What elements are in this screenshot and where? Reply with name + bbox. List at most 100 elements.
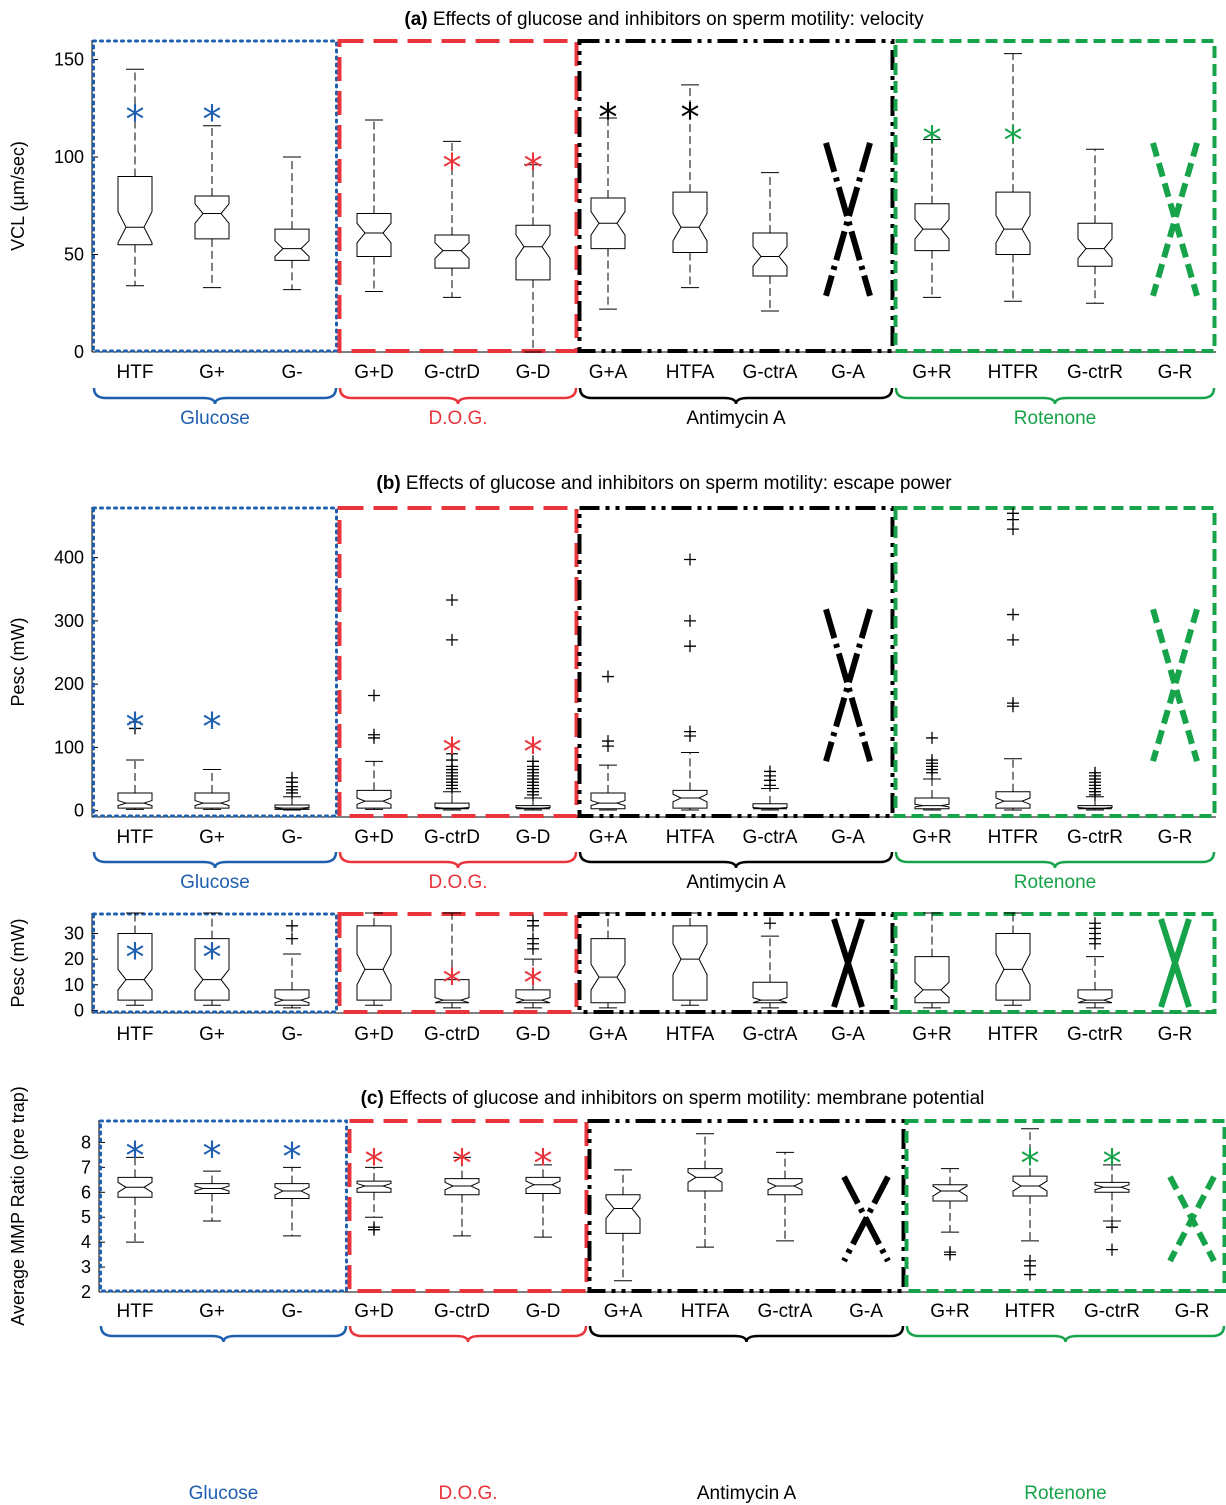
no-data-cross-line: [841, 1175, 891, 1263]
category-label: G-A: [831, 362, 865, 383]
group-brace: [894, 851, 1216, 869]
group-brace: [894, 387, 1216, 405]
category-label: HTF: [117, 827, 154, 848]
significance-star: *: [203, 705, 222, 749]
y-tick-label: 3: [81, 1257, 91, 1277]
group-brace: [338, 387, 578, 405]
notched-box: [752, 232, 788, 277]
category-label: G-: [281, 827, 302, 848]
group-label: Glucose: [180, 408, 250, 429]
y-tick-label: 8: [81, 1132, 91, 1152]
category-label: HTFR: [988, 362, 1039, 383]
significance-star: *: [1004, 119, 1023, 163]
no-data-cross-line: [1150, 608, 1200, 763]
category-label: HTFA: [681, 1301, 730, 1322]
no-data-cross-line: [823, 142, 873, 297]
group-label: Antimycin A: [697, 1483, 797, 1504]
y-tick-label: 50: [64, 245, 84, 265]
notched-box: [1077, 222, 1113, 267]
significance-star: *: [203, 97, 222, 141]
notched-box: [767, 1178, 803, 1196]
y-tick-label: 30: [64, 924, 84, 944]
category-label: G-ctrR: [1067, 1024, 1123, 1045]
category-label: G-: [281, 362, 302, 383]
group-frame: [893, 912, 1217, 1014]
y-tick-label: 100: [54, 737, 84, 757]
outlier-marker: [368, 728, 380, 741]
y-tick-label: 150: [54, 50, 84, 70]
significance-star: *: [443, 730, 462, 774]
category-label: G-ctrD: [434, 1301, 490, 1322]
group-frame: [577, 912, 895, 1014]
outlier-marker: [764, 765, 776, 778]
significance-star: *: [203, 935, 222, 979]
category-label: HTFA: [666, 1024, 715, 1045]
outlier-marker: [368, 1221, 380, 1234]
category-label: G+A: [589, 827, 628, 848]
significance-star: *: [453, 1141, 472, 1185]
outlier-marker: [286, 771, 298, 784]
no-data-cross-line: [1150, 142, 1200, 297]
group-frame: [893, 39, 1217, 353]
significance-star: *: [203, 1134, 222, 1178]
significance-star: *: [524, 146, 543, 190]
group-frame: [577, 506, 895, 818]
significance-star: *: [534, 1141, 553, 1185]
notched-box: [194, 1183, 230, 1195]
notched-box: [515, 805, 551, 810]
outlier-marker: [684, 614, 696, 627]
panel-title: (c) Effects of glucose and inhibitors on…: [361, 1088, 985, 1109]
outlier-marker: [1007, 608, 1019, 621]
notched-box: [117, 176, 153, 246]
notched-box: [117, 1176, 153, 1198]
category-label: G-ctrA: [743, 827, 798, 848]
outlier-marker: [527, 914, 539, 927]
outlier-marker: [926, 754, 938, 767]
notched-box: [356, 213, 392, 257]
significance-star: *: [443, 146, 462, 190]
notched-box: [117, 792, 153, 809]
category-label: HTFR: [988, 1024, 1039, 1045]
group-frame: [92, 912, 338, 1014]
category-label: G+R: [912, 362, 952, 383]
notched-box: [914, 203, 950, 252]
group-frame: [347, 1119, 589, 1293]
group-brace: [348, 1325, 588, 1343]
notched-box: [434, 979, 470, 1004]
group-frame: [577, 39, 895, 353]
outlier-marker: [926, 731, 938, 744]
outlier-marker: [684, 725, 696, 738]
group-label: D.O.G.: [438, 1483, 497, 1504]
group-label: Rotenone: [1014, 872, 1096, 893]
notched-box: [434, 234, 470, 269]
category-label: HTF: [117, 1301, 154, 1322]
panel-title-text: Effects of glucose and inhibitors on spe…: [384, 1088, 985, 1109]
notched-box: [194, 792, 230, 809]
significance-star: *: [599, 95, 618, 139]
y-tick-label: 4: [81, 1232, 91, 1252]
notched-box: [194, 195, 230, 240]
panel-title-text: Effects of glucose and inhibitors on spe…: [428, 9, 924, 30]
notched-box: [434, 802, 470, 810]
outlier-marker: [1007, 507, 1019, 520]
notched-box: [752, 803, 788, 810]
category-label: G-A: [831, 827, 865, 848]
category-label: G+: [199, 1301, 225, 1322]
notched-box: [672, 789, 708, 809]
category-label: G-R: [1158, 827, 1193, 848]
group-label: Glucose: [180, 872, 250, 893]
notched-box: [274, 1183, 310, 1200]
notched-box: [274, 228, 310, 261]
category-label: G-D: [516, 827, 551, 848]
notched-box: [1077, 989, 1113, 1004]
group-label: Antimycin A: [686, 872, 786, 893]
category-label: G+D: [354, 1301, 394, 1322]
category-label: G-A: [831, 1024, 865, 1045]
no-data-cross-line: [831, 918, 865, 1008]
outlier-marker: [684, 553, 696, 566]
notched-box: [995, 933, 1031, 1001]
notched-box: [274, 989, 310, 1006]
significance-star: *: [283, 1135, 302, 1179]
category-label: G-R: [1175, 1301, 1210, 1322]
category-label: HTF: [117, 1024, 154, 1045]
